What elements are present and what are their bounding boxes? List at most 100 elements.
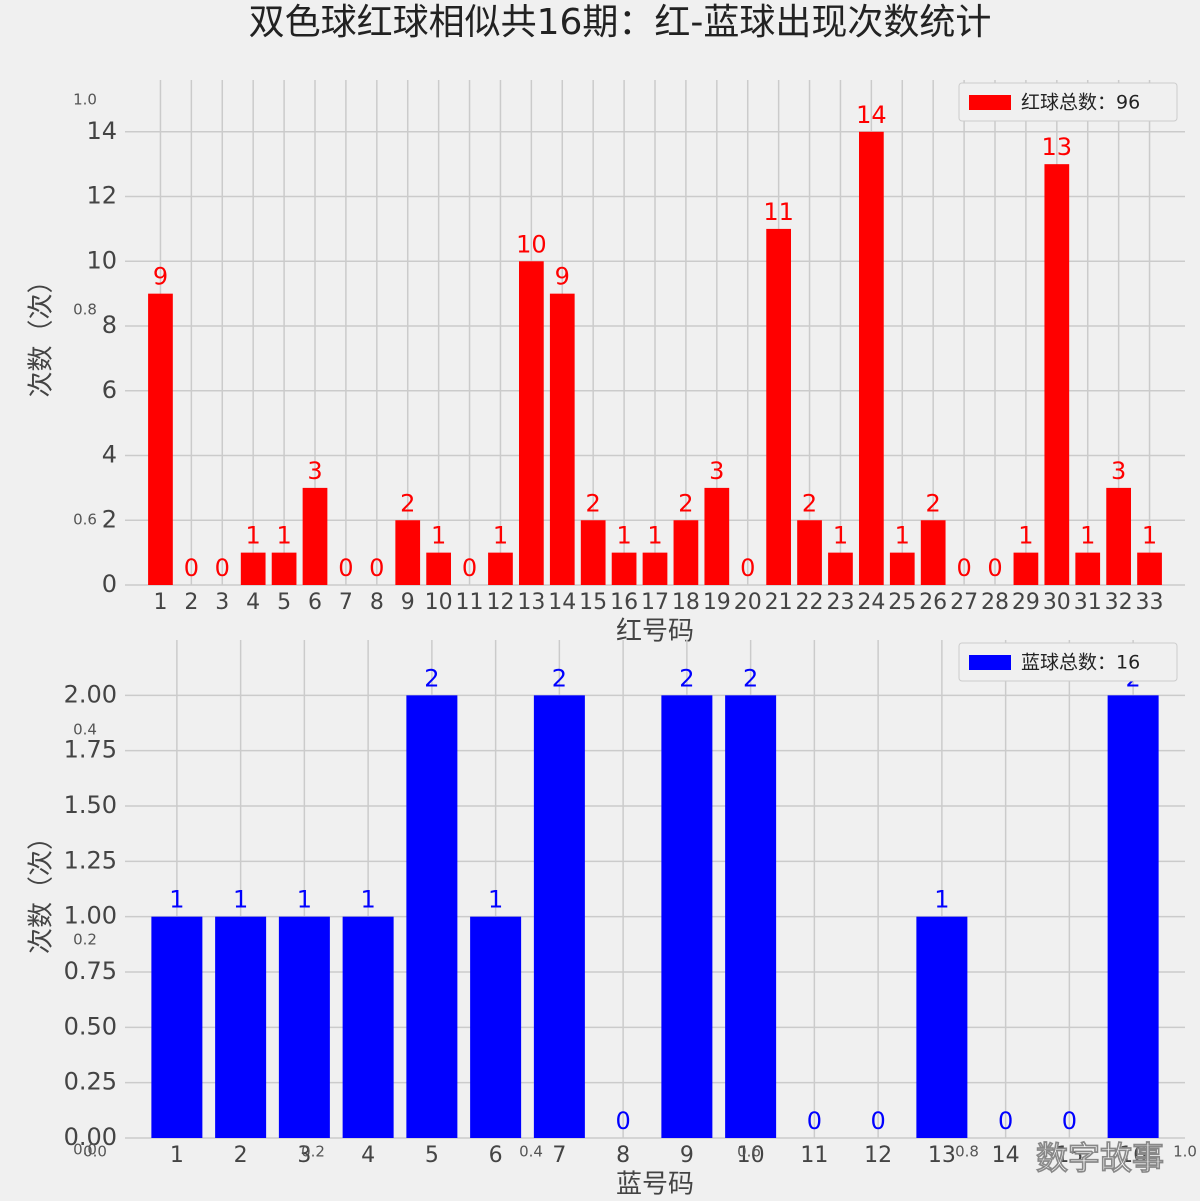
y-tick-label: 1.75 [64, 736, 117, 764]
x-tick-label: 10 [737, 1143, 765, 1168]
value-label: 1 [1018, 522, 1033, 550]
value-label: 1 [1080, 522, 1095, 550]
bg-y-tick-label: 1.0 [73, 91, 97, 109]
bar [1106, 487, 1131, 585]
value-label: 0 [1062, 1107, 1077, 1135]
value-label: 1 [169, 886, 184, 914]
watermark: 数字故事 [1036, 1139, 1164, 1177]
bar [549, 293, 575, 585]
value-label: 1 [233, 886, 248, 914]
bar [859, 131, 884, 586]
bg-x-tick-label: 1.0 [1173, 1143, 1197, 1161]
value-label: 0 [998, 1107, 1013, 1135]
bar [426, 552, 451, 585]
value-label: 1 [895, 522, 910, 550]
bar [395, 520, 421, 585]
y-tick-label: 1.25 [64, 846, 117, 874]
value-label: 2 [802, 489, 817, 517]
bg-x-tick-label: 0.8 [955, 1143, 979, 1161]
value-label: 0 [870, 1107, 885, 1135]
y-tick-label: 1.00 [64, 902, 117, 930]
x-tick-label: 19 [703, 590, 731, 615]
bar [148, 293, 173, 585]
bar [611, 552, 637, 585]
x-tick-label: 32 [1105, 590, 1133, 615]
value-label: 2 [424, 664, 439, 692]
bg-x-tick-label: 0.2 [301, 1143, 325, 1161]
value-label: 0 [338, 554, 353, 582]
value-label: 2 [926, 489, 941, 517]
x-tick-label: 16 [610, 590, 638, 615]
y-tick-label: 10 [86, 246, 117, 274]
x-tick-label: 1 [153, 590, 167, 615]
x-tick-label: 6 [489, 1143, 503, 1168]
value-label: 2 [586, 489, 601, 517]
x-tick-label: 11 [800, 1143, 828, 1168]
bar [889, 552, 915, 585]
x-axis-label: 蓝号码 [616, 1170, 694, 1200]
x-tick-label: 18 [672, 590, 700, 615]
value-label: 3 [1111, 457, 1126, 485]
legend-swatch [969, 655, 1011, 670]
bar [278, 916, 330, 1138]
value-label: 0 [615, 1107, 630, 1135]
bar [725, 695, 777, 1138]
x-tick-label: 4 [246, 590, 260, 615]
value-label: 1 [360, 886, 375, 914]
value-label: 0 [740, 554, 755, 582]
y-tick-label: 2 [102, 505, 117, 533]
figure-title: 双色球红球相似共16期：红-蓝球出现次数统计 [249, 2, 992, 43]
x-tick-label: 20 [734, 590, 762, 615]
value-label: 2 [400, 489, 415, 517]
bar [828, 552, 853, 585]
legend-box [958, 642, 1178, 682]
x-tick-label: 14 [548, 590, 576, 615]
bar [766, 228, 791, 585]
x-tick-label: 5 [277, 590, 291, 615]
x-tick-label: 28 [981, 590, 1009, 615]
value-label: 1 [246, 522, 261, 550]
y-tick-label: 8 [102, 311, 117, 339]
bar [406, 695, 458, 1138]
legend-box [958, 82, 1178, 122]
value-label: 0 [807, 1107, 822, 1135]
legend-label: 红球总数：96 [1021, 92, 1140, 114]
x-tick-label: 2 [234, 1143, 248, 1168]
x-tick-label: 8 [616, 1143, 630, 1168]
value-label: 1 [1142, 522, 1157, 550]
value-label: 0 [462, 554, 477, 582]
value-label: 9 [555, 263, 570, 291]
bar [920, 520, 946, 585]
x-tick-label: 13 [928, 1143, 956, 1168]
value-label: 2 [743, 664, 758, 692]
y-tick-label: 0.75 [64, 957, 117, 985]
x-tick-label: 15 [579, 590, 607, 615]
x-tick-label: 29 [1012, 590, 1040, 615]
legend-swatch [969, 95, 1011, 110]
x-tick-label: 12 [486, 590, 514, 615]
value-label: 2 [679, 664, 694, 692]
value-label: 2 [552, 664, 567, 692]
value-label: 13 [1042, 133, 1073, 161]
value-label: 1 [276, 522, 291, 550]
value-label: 1 [431, 522, 446, 550]
value-label: 1 [488, 886, 503, 914]
bar [1137, 552, 1162, 585]
bar [797, 520, 822, 585]
value-label: 2 [678, 489, 693, 517]
bar [302, 487, 328, 585]
bg-y-tick-label: 0.4 [73, 721, 97, 739]
x-tick-label: 3 [215, 590, 229, 615]
bar [342, 916, 394, 1138]
value-label: 0 [956, 554, 971, 582]
bg-x-tick-label: 0.0 [83, 1143, 107, 1161]
x-tick-label: 10 [425, 590, 453, 615]
x-tick-label: 4 [361, 1143, 375, 1168]
y-tick-label: 0.00 [64, 1123, 117, 1151]
bg-y-tick-label: 0.0 [73, 1141, 97, 1159]
y-tick-label: 6 [102, 376, 117, 404]
bar [661, 695, 713, 1138]
x-tick-label: 22 [796, 590, 824, 615]
x-tick-label: 16 [1119, 1143, 1147, 1168]
